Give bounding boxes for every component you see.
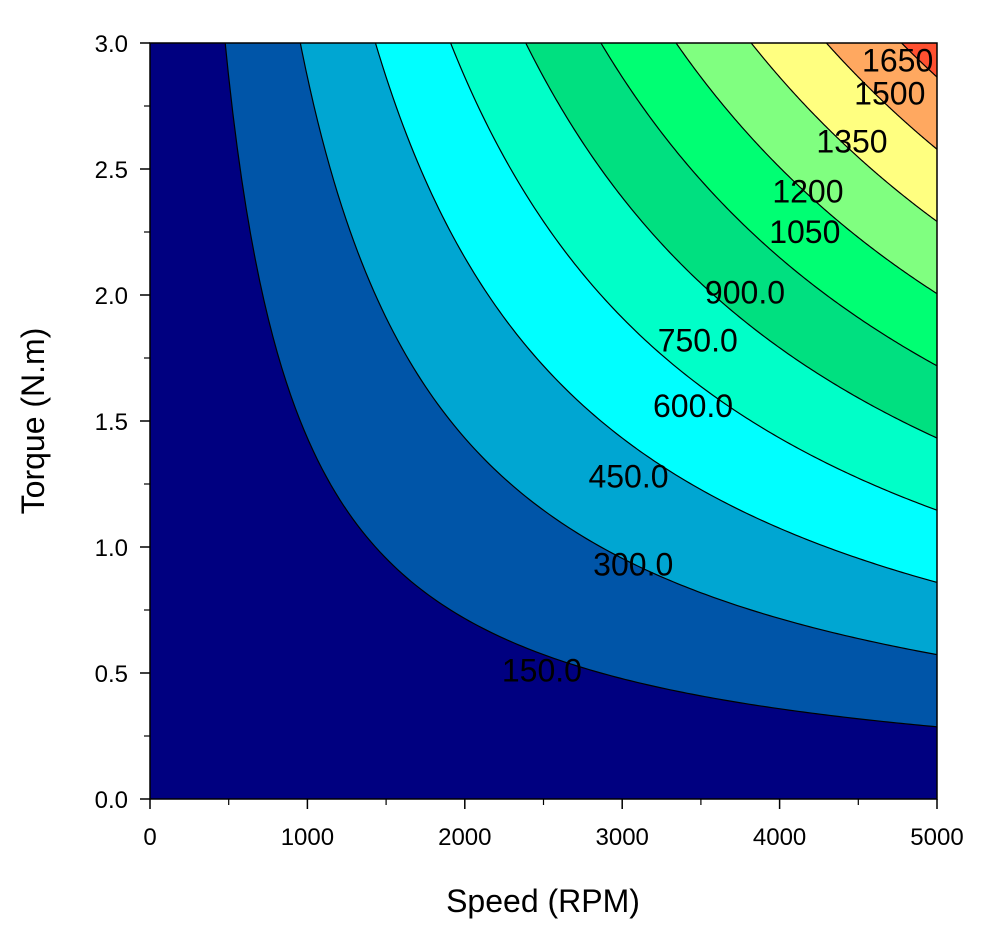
contour-line-3 <box>374 43 937 583</box>
y-axis-title: Torque (N.m) <box>15 328 51 515</box>
contour-label-2: 300.0 <box>593 547 673 583</box>
contour-label-8: 1200 <box>772 174 843 210</box>
y-tick-label: 1.5 <box>95 409 128 436</box>
x-axis-title: Speed (RPM) <box>446 883 640 919</box>
y-tick-label: 2.5 <box>95 157 128 184</box>
contour-line-4 <box>449 43 937 511</box>
contour-line-1 <box>224 43 937 728</box>
contour-label-7: 1050 <box>769 214 840 250</box>
y-tick-label: 3.0 <box>95 31 128 58</box>
contour-label-4: 600.0 <box>653 388 733 424</box>
contour-label-3: 450.0 <box>588 458 668 494</box>
contour-lines <box>224 43 937 728</box>
x-tick-label: 0 <box>143 824 156 851</box>
contour-label-6: 900.0 <box>705 274 785 310</box>
y-tick-label: 2.0 <box>95 283 128 310</box>
contour-line-7 <box>675 43 937 295</box>
x-tick-label: 1000 <box>281 824 334 851</box>
axes: 0 1000 2000 3000 4000 5000 0.0 0.5 1.0 1.5 2.0 2.5 3… <box>95 31 964 851</box>
contour-label-5: 750.0 <box>658 322 738 358</box>
contour-label-9: 1350 <box>816 123 887 159</box>
contour-line-9 <box>825 43 937 150</box>
contour-line-10 <box>900 43 937 78</box>
x-tick-label: 4000 <box>753 824 806 851</box>
contour-labels: 150.0 300.0 450.0 600.0 750.0 900.0 1050 1200 13… <box>502 43 933 689</box>
contour-band-11 <box>937 30 963 38</box>
x-tick-label: 2000 <box>438 824 491 851</box>
contour-band-9 <box>826 43 937 150</box>
x-tick-label: 3000 <box>596 824 649 851</box>
contour-line-6 <box>600 43 937 367</box>
x-tick-label: 5000 <box>910 824 963 851</box>
y-tick-label: 0.5 <box>95 661 128 688</box>
y-tick-label: 1.0 <box>95 535 128 562</box>
contour-line-5 <box>525 43 937 439</box>
contour-line-8 <box>750 43 937 222</box>
contour-label-1: 150.0 <box>502 652 582 688</box>
contour-label-10: 1500 <box>854 75 925 111</box>
y-tick-label: 0.0 <box>95 787 128 814</box>
contour-fills <box>150 30 963 799</box>
contour-line-2 <box>299 43 937 656</box>
contour-label-11: 1650 <box>862 43 933 79</box>
